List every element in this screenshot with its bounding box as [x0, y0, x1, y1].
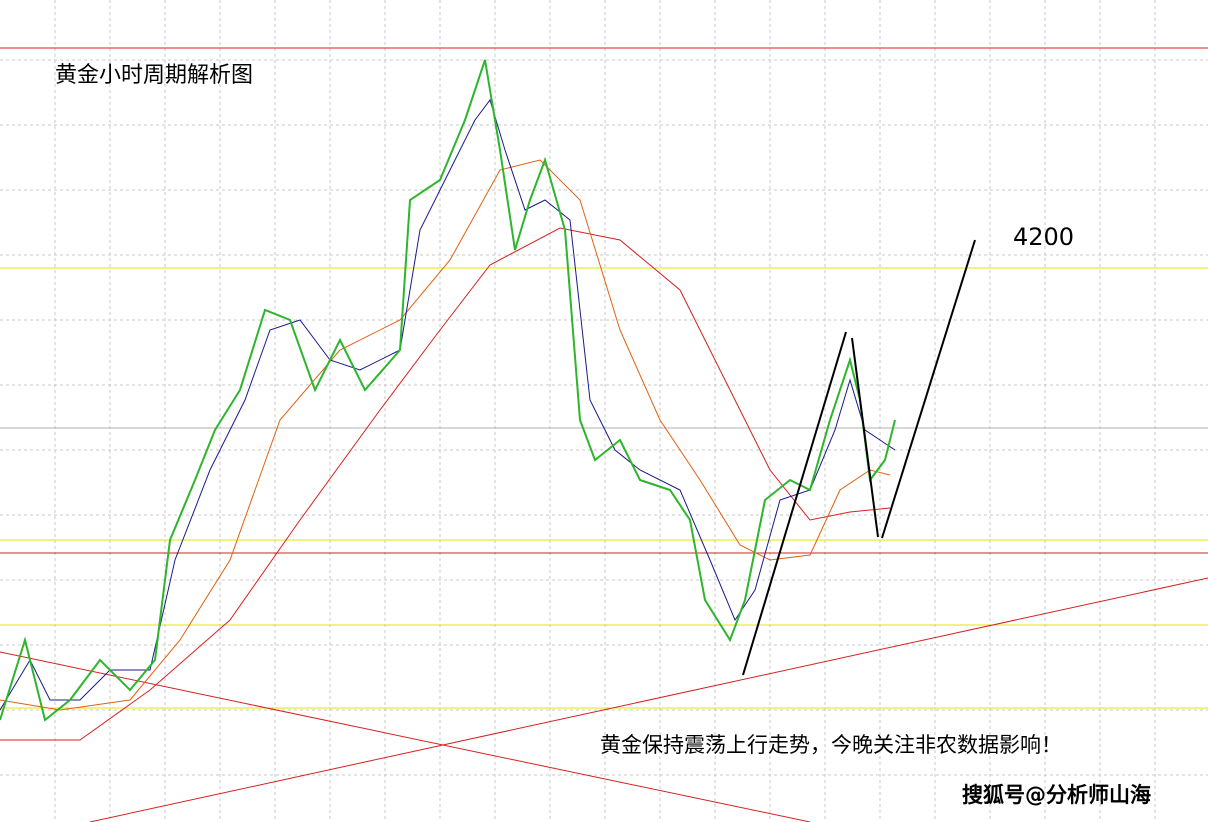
watermark: 搜狐号@分析师山海 — [962, 783, 1151, 807]
ma-mid — [0, 159, 891, 711]
trend-line — [89, 577, 1208, 822]
projection-line — [851, 337, 879, 538]
moving-averages — [0, 98, 896, 741]
ma-fast — [0, 98, 896, 711]
annotation: 黄金保持震荡上行走势，今晚关注非农数据影响！ — [600, 733, 1062, 757]
ma-slow — [0, 227, 891, 741]
projection-line — [881, 239, 976, 539]
projection-lines — [742, 239, 976, 676]
projection-line — [742, 331, 847, 676]
target-label: 4200 — [1013, 223, 1074, 251]
price-path — [0, 59, 896, 722]
chart-title: 黄金小时周期解析图 — [55, 63, 253, 88]
trend-line — [0, 651, 811, 822]
